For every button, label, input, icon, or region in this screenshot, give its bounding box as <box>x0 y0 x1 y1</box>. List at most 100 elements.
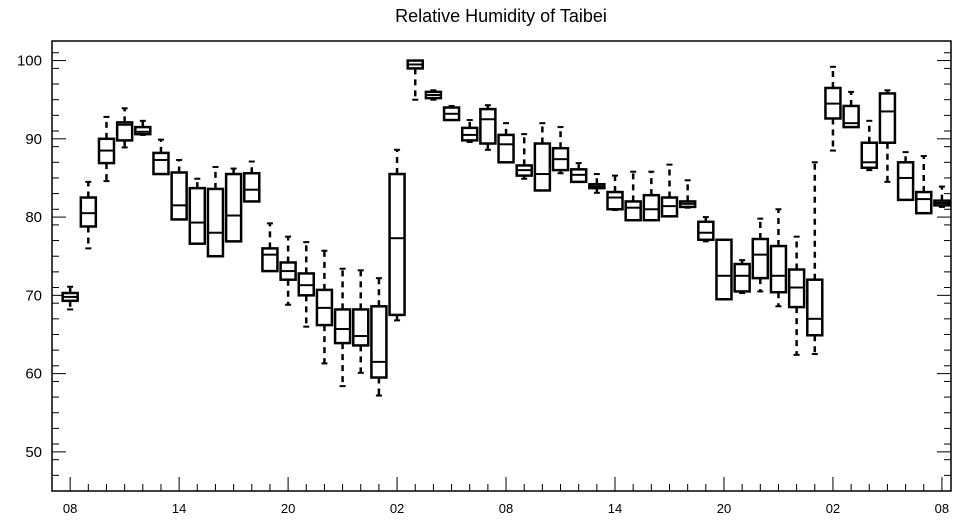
box-iqr <box>697 220 715 242</box>
box-iqr <box>479 107 497 145</box>
box-iqr <box>170 171 188 221</box>
box-item <box>497 122 515 164</box>
box-item <box>588 173 606 194</box>
box-item <box>79 180 98 250</box>
box-iqr <box>915 190 933 215</box>
box-item <box>678 179 697 209</box>
box-item <box>188 177 207 245</box>
box-item <box>315 249 334 365</box>
box-item <box>660 163 679 218</box>
box-iqr <box>261 247 279 273</box>
y-tick-label: 60 <box>25 366 42 383</box>
box-item <box>842 90 860 129</box>
x-tick-label: 20 <box>281 501 295 516</box>
box-item <box>206 166 225 258</box>
box-item <box>460 119 479 143</box>
box-iqr <box>152 151 170 176</box>
box-item <box>933 185 951 208</box>
box-item <box>569 162 588 184</box>
box-iqr <box>115 121 134 142</box>
box-iqr <box>224 172 243 243</box>
box-item <box>406 59 424 101</box>
chart-title: Relative Humidity of Taibei <box>395 6 607 26</box>
box-iqr <box>351 308 370 347</box>
box-item <box>860 119 879 172</box>
box-item <box>115 107 134 149</box>
box-item <box>297 241 316 328</box>
box-item <box>606 174 624 212</box>
box-item <box>733 259 751 294</box>
y-tick-label: 100 <box>17 53 42 70</box>
box-item <box>170 158 188 221</box>
box-item <box>261 222 279 273</box>
box-iqr <box>606 190 624 211</box>
box-item <box>424 89 443 101</box>
box-iqr <box>733 262 751 293</box>
box-item <box>769 208 788 308</box>
box-iqr <box>333 308 352 345</box>
box-item <box>642 170 661 222</box>
box-item <box>351 269 370 374</box>
box-item <box>224 167 243 243</box>
box-item <box>533 122 552 192</box>
x-tick-label: 14 <box>608 501 622 516</box>
box-item <box>806 161 824 356</box>
box-iqr <box>642 193 661 222</box>
y-tick-label: 80 <box>25 209 42 226</box>
box-item <box>479 104 497 151</box>
box-iqr <box>769 244 788 294</box>
x-tick-label: 08 <box>499 501 513 516</box>
x-tick-label: 02 <box>826 501 840 516</box>
box-iqr <box>188 186 207 245</box>
x-tick-label: 08 <box>935 501 949 516</box>
box-item <box>915 155 933 215</box>
box-iqr <box>388 172 406 317</box>
y-tick-label: 50 <box>25 444 42 461</box>
box-item <box>896 151 915 202</box>
box-series <box>61 59 951 397</box>
box-item <box>551 126 570 175</box>
box-iqr <box>497 133 515 164</box>
box-iqr <box>878 92 897 144</box>
box-iqr <box>806 278 824 337</box>
box-item <box>370 277 388 397</box>
box-iqr <box>370 305 388 379</box>
box-item <box>279 235 297 306</box>
y-tick-label: 70 <box>25 287 42 304</box>
box-item <box>243 160 261 203</box>
box-item <box>624 170 642 222</box>
y-tick-label: 90 <box>25 131 42 148</box>
box-iqr <box>896 161 915 202</box>
box-iqr <box>243 172 261 203</box>
box-item <box>715 238 733 301</box>
box-item <box>751 217 770 293</box>
box-item <box>878 89 897 183</box>
box-item <box>697 216 715 243</box>
box-iqr <box>715 238 733 301</box>
plot-frame <box>51 40 952 492</box>
box-item <box>388 148 406 322</box>
box-item <box>134 119 152 136</box>
box-item <box>442 104 461 122</box>
box-item <box>152 138 170 176</box>
box-item <box>787 235 806 356</box>
box-item <box>97 115 116 183</box>
x-axis: 08 14 20 02 08 14 20 02 08 <box>63 477 949 516</box>
box-iqr <box>206 187 225 258</box>
x-tick-label: 20 <box>717 501 731 516</box>
box-iqr <box>624 200 642 222</box>
box-iqr <box>842 104 860 129</box>
box-iqr <box>860 141 879 170</box>
x-tick-label: 08 <box>63 501 77 516</box>
box-iqr <box>134 125 152 136</box>
x-tick-label: 14 <box>172 501 186 516</box>
box-iqr <box>751 237 770 280</box>
box-item <box>333 267 352 388</box>
box-iqr <box>533 142 552 192</box>
x-tick-label: 02 <box>390 501 404 516</box>
box-iqr <box>79 196 98 228</box>
box-item <box>824 65 842 152</box>
box-item <box>61 285 79 311</box>
box-item <box>515 133 533 180</box>
